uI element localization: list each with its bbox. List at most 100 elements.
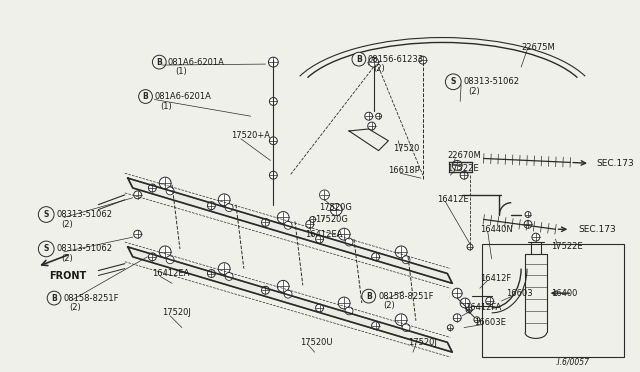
Text: SEC.173: SEC.173 [597, 159, 635, 168]
Bar [482, 244, 625, 357]
Text: S: S [451, 77, 456, 86]
Text: (1): (1) [160, 102, 172, 111]
Circle shape [369, 57, 378, 67]
Text: 16603E: 16603E [474, 318, 506, 327]
Text: 17520J: 17520J [408, 338, 437, 347]
Circle shape [486, 297, 493, 305]
Circle shape [207, 270, 215, 278]
Circle shape [166, 187, 174, 195]
Circle shape [166, 256, 174, 264]
Text: 17520U: 17520U [300, 338, 332, 347]
Text: (2): (2) [374, 64, 385, 74]
Circle shape [319, 190, 330, 200]
Text: 08158-8251F: 08158-8251F [64, 294, 120, 302]
Circle shape [524, 221, 532, 228]
Circle shape [402, 324, 410, 331]
Circle shape [352, 52, 365, 66]
Text: 17522E: 17522E [550, 243, 582, 251]
Circle shape [445, 74, 461, 90]
Text: 16412F: 16412F [480, 274, 511, 283]
Circle shape [148, 184, 156, 192]
Text: (1): (1) [175, 67, 187, 77]
Text: 17520+A: 17520+A [231, 131, 270, 140]
Circle shape [225, 204, 233, 212]
Circle shape [262, 218, 269, 226]
Text: 17520G: 17520G [319, 203, 353, 212]
Circle shape [474, 317, 480, 323]
Circle shape [225, 273, 233, 280]
Polygon shape [128, 247, 452, 352]
Text: FRONT: FRONT [49, 272, 86, 282]
Circle shape [453, 314, 461, 322]
Circle shape [47, 291, 61, 305]
Text: 22675M: 22675M [521, 43, 555, 52]
Circle shape [277, 212, 289, 223]
Circle shape [269, 171, 277, 179]
Circle shape [269, 97, 277, 105]
Text: 17520: 17520 [394, 144, 420, 153]
Circle shape [207, 202, 215, 209]
Circle shape [460, 298, 470, 308]
Circle shape [218, 263, 230, 275]
Text: 08313-51062: 08313-51062 [463, 77, 519, 86]
Circle shape [338, 297, 350, 309]
Text: 16618P: 16618P [388, 166, 420, 175]
Circle shape [345, 307, 353, 315]
Circle shape [338, 228, 350, 240]
Text: 16412E: 16412E [438, 195, 469, 204]
Polygon shape [128, 178, 452, 283]
Text: S: S [44, 244, 49, 253]
Circle shape [525, 212, 531, 218]
Circle shape [452, 288, 462, 298]
Circle shape [372, 322, 380, 330]
Circle shape [532, 233, 540, 241]
Text: B: B [143, 92, 148, 101]
Text: B: B [356, 55, 362, 64]
Text: (2): (2) [69, 304, 81, 312]
Circle shape [362, 289, 376, 303]
Text: 08313-51062: 08313-51062 [56, 244, 112, 253]
Text: 16412EA: 16412EA [152, 269, 190, 278]
Text: (2): (2) [61, 220, 73, 229]
Circle shape [419, 56, 427, 64]
Circle shape [148, 253, 156, 261]
Circle shape [365, 112, 372, 120]
Circle shape [402, 256, 410, 264]
Circle shape [372, 253, 380, 261]
Text: 17522E: 17522E [447, 164, 479, 173]
Circle shape [134, 191, 141, 199]
Circle shape [310, 217, 316, 222]
Text: 081A6-6201A: 081A6-6201A [167, 58, 224, 67]
Circle shape [376, 113, 381, 119]
Text: 08313-51062: 08313-51062 [56, 210, 112, 219]
Text: 17520J: 17520J [162, 308, 191, 317]
Text: S: S [44, 210, 49, 219]
Circle shape [134, 230, 141, 238]
Text: (2): (2) [383, 301, 396, 311]
Circle shape [268, 57, 278, 67]
Text: B: B [51, 294, 57, 302]
Circle shape [159, 246, 171, 258]
Text: 081A6-6201A: 081A6-6201A [154, 92, 211, 101]
Text: 17520G: 17520G [315, 215, 348, 224]
Text: (2): (2) [61, 254, 73, 263]
Text: (2): (2) [468, 87, 480, 96]
Circle shape [262, 286, 269, 294]
Text: 08156-61233: 08156-61233 [368, 55, 424, 64]
Text: 16412EA: 16412EA [305, 230, 342, 239]
Circle shape [277, 280, 289, 292]
Circle shape [452, 160, 462, 170]
Text: .I.6/0057: .I.6/0057 [556, 357, 590, 366]
Circle shape [38, 241, 54, 257]
Circle shape [396, 246, 407, 258]
Text: B: B [366, 292, 372, 301]
Circle shape [38, 207, 54, 222]
Text: 16412FA: 16412FA [465, 304, 501, 312]
Circle shape [316, 235, 323, 243]
Circle shape [447, 325, 453, 331]
Circle shape [460, 171, 468, 179]
Text: 08158-8251F: 08158-8251F [378, 292, 434, 301]
Circle shape [218, 194, 230, 206]
Text: B: B [156, 58, 162, 67]
Circle shape [159, 177, 171, 189]
